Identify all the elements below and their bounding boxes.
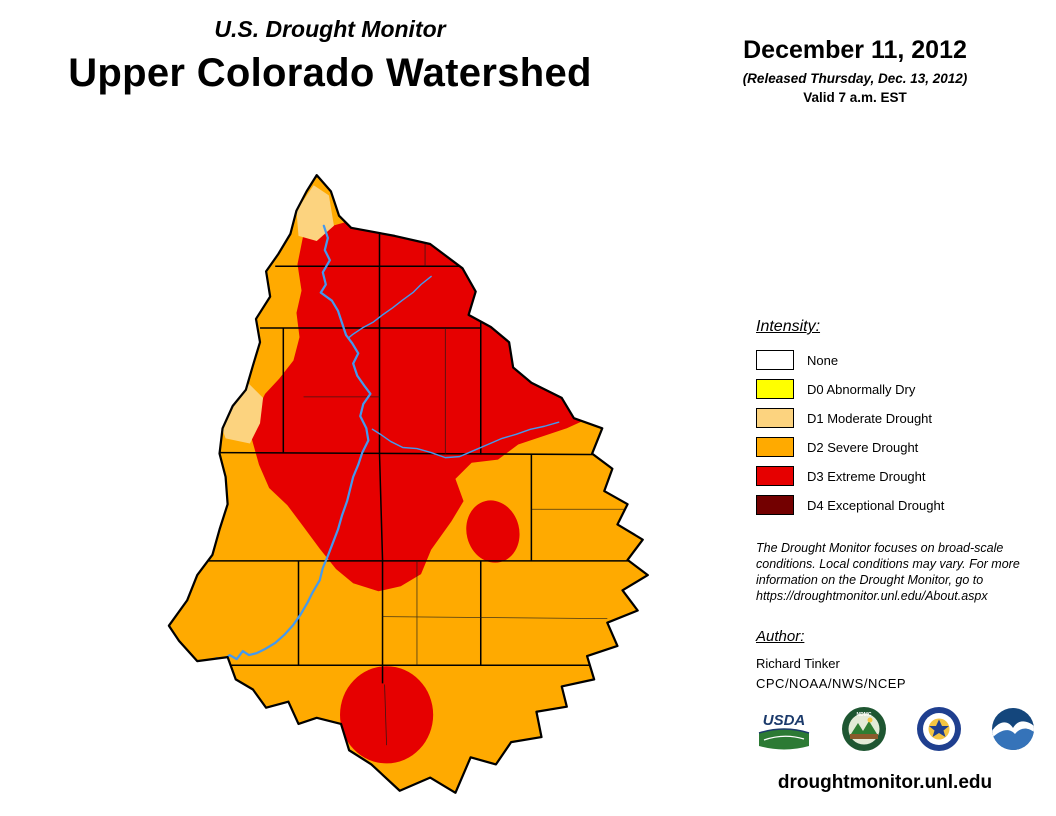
noaa-logo	[991, 707, 1035, 756]
footer-url: droughtmonitor.unl.edu	[777, 772, 993, 793]
region-title: Upper Colorado Watershed	[68, 51, 592, 95]
author-organization: CPC/NOAA/NWS/NCEP	[756, 676, 907, 691]
author-block: Author: Richard Tinker CPC/NOAA/NWS/NCEP	[756, 628, 1041, 691]
legend-item-d2: D2 Severe Drought	[756, 437, 1041, 457]
legend-swatch-d4	[756, 495, 794, 515]
usda-logo-svg: USDA	[756, 706, 812, 752]
author-heading: Author:	[756, 628, 805, 645]
legend-swatch-d3	[756, 466, 794, 486]
legend-title: Intensity:	[756, 318, 821, 335]
legend-swatch-d0	[756, 379, 794, 399]
legend-item-d3: D3 Extreme Drought	[756, 466, 1041, 486]
ndmc-logo-text: NDMC	[857, 712, 872, 718]
author-name: Richard Tinker	[756, 656, 840, 671]
minor-boundaries	[303, 227, 644, 746]
river-lines	[215, 224, 560, 663]
county-boundaries	[197, 227, 645, 684]
usda-logo: USDA	[756, 706, 812, 757]
release-date: (Released Thursday, Dec. 13, 2012)	[742, 71, 968, 86]
title-block: U.S. Drought Monitor Upper Colorado Wate…	[20, 16, 640, 96]
river-tributary-northeast	[347, 275, 432, 339]
legend-item-d4: D4 Exceptional Drought	[756, 495, 1041, 515]
d3-extreme-area-east	[466, 500, 520, 563]
disclaimer-body: The Drought Monitor focuses on broad-sca…	[756, 541, 1020, 587]
noaa-logo-svg	[992, 708, 1034, 750]
legend-item-none: None	[756, 350, 1041, 370]
report-title: U.S. Drought Monitor	[214, 16, 446, 42]
report-date: December 11, 2012	[743, 36, 967, 64]
legend: Intensity: None D0 Abnormally Dry D1 Mod…	[756, 318, 1041, 524]
cpc-logo-svg	[917, 707, 961, 751]
legend-label-d2: D2 Severe Drought	[807, 439, 919, 455]
legend-item-d1: D1 Moderate Drought	[756, 408, 1041, 428]
legend-swatch-d2	[756, 437, 794, 457]
valid-time: Valid 7 a.m. EST	[803, 90, 907, 105]
watershed-map-svg	[167, 174, 649, 794]
logo-row: USDA NDMC	[756, 706, 1046, 757]
date-block: December 11, 2012 (Released Thursday, De…	[710, 36, 1000, 105]
legend-swatch-none	[756, 350, 794, 370]
legend-item-d0: D0 Abnormally Dry	[756, 379, 1041, 399]
ndmc-logo-svg: NDMC	[842, 707, 886, 751]
river-tributary-east	[371, 421, 560, 459]
legend-label-d3: D3 Extreme Drought	[807, 468, 926, 484]
cpc-logo	[916, 706, 962, 757]
legend-label-d4: D4 Exceptional Drought	[807, 497, 945, 513]
legend-label-d0: D0 Abnormally Dry	[807, 381, 916, 397]
drought-map	[150, 163, 690, 811]
colorado-river-main	[215, 224, 372, 663]
disclaimer-text: The Drought Monitor focuses on broad-sca…	[756, 540, 1044, 604]
ndmc-logo: NDMC	[841, 706, 887, 757]
usda-logo-text: USDA	[763, 712, 806, 729]
disclaimer-url: https://droughtmonitor.unl.edu/About.asp…	[756, 589, 988, 603]
legend-swatch-d1	[756, 408, 794, 428]
watershed-outline	[167, 174, 649, 794]
legend-label-none: None	[807, 352, 839, 368]
d3-extreme-area-south	[340, 666, 434, 764]
legend-label-d1: D1 Moderate Drought	[807, 410, 933, 426]
